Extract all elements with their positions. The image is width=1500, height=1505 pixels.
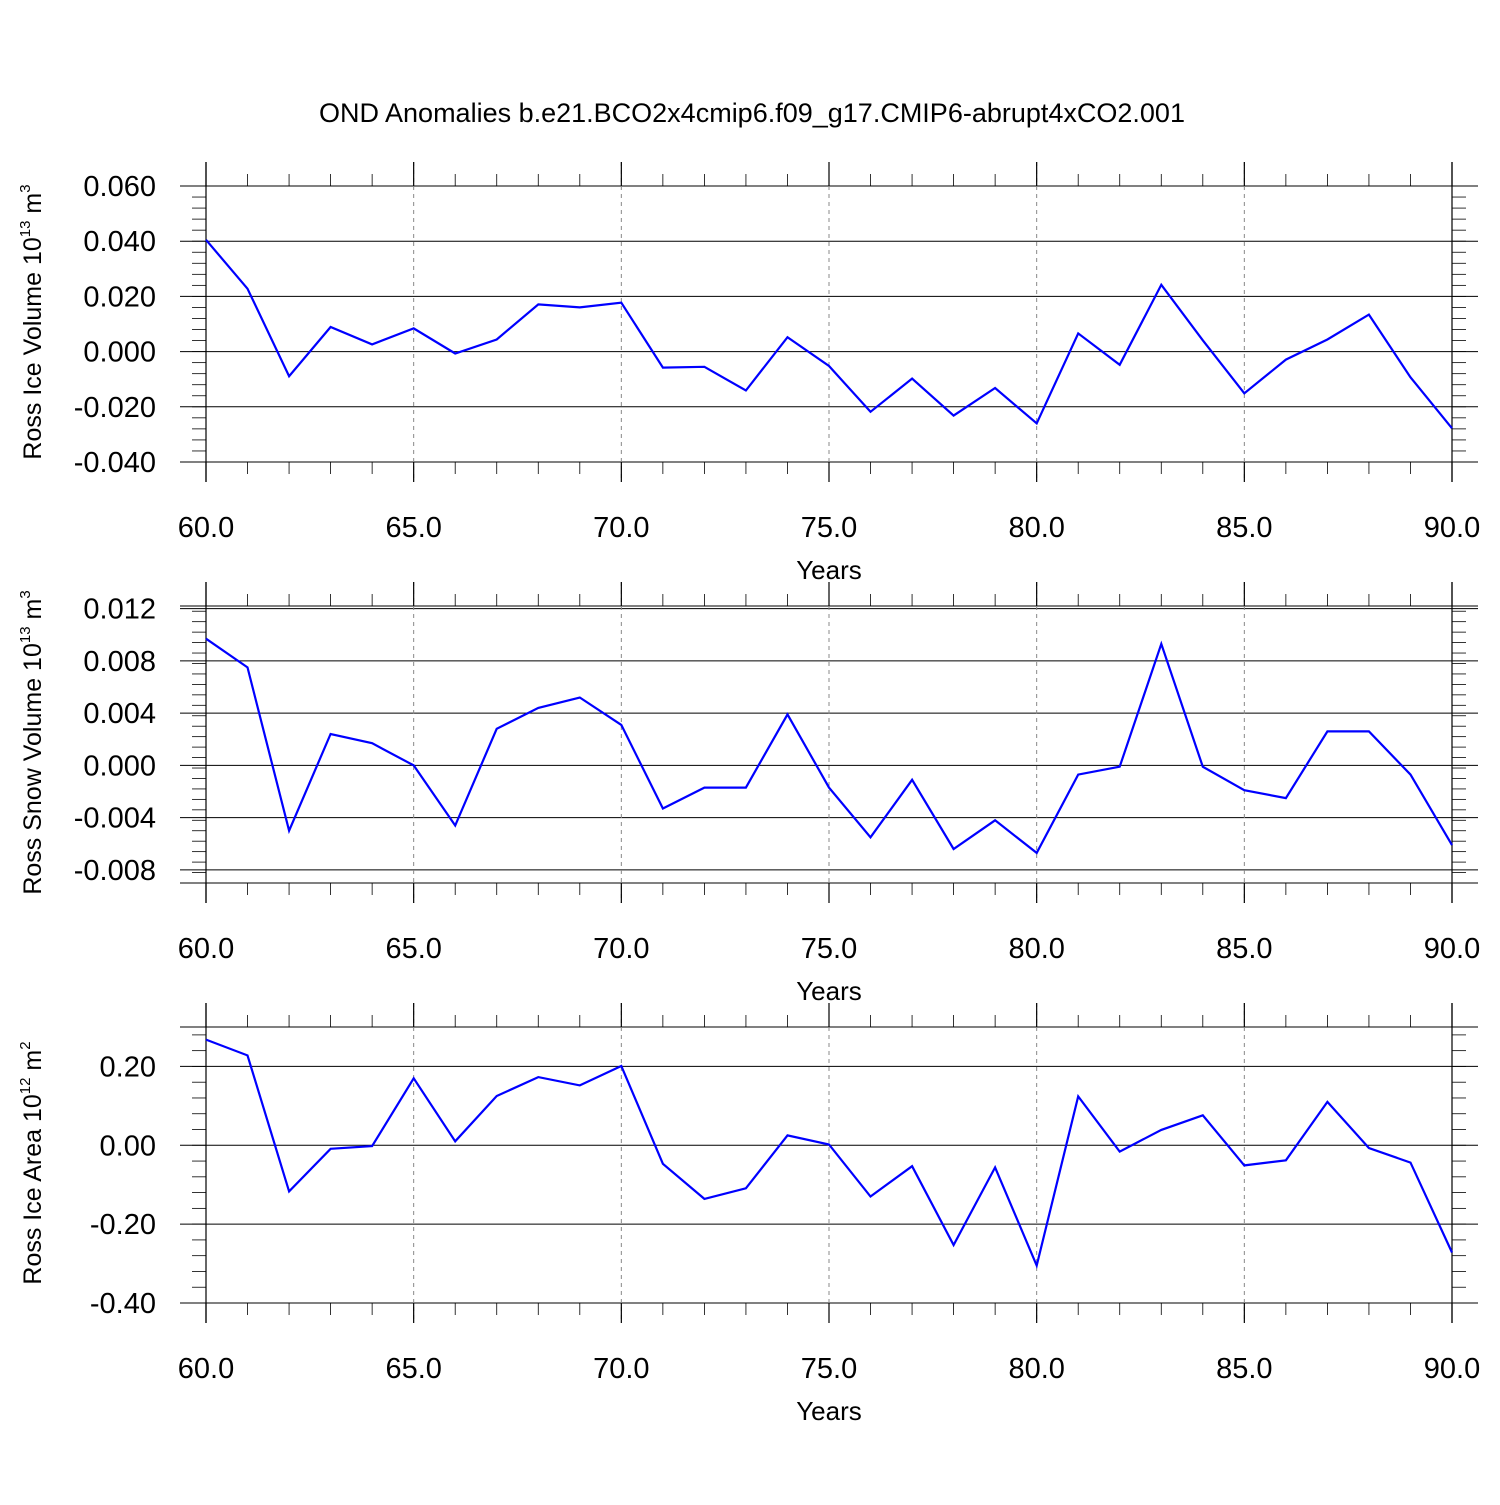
y-tick-label: -0.040 xyxy=(74,447,156,479)
x-tick-label: 60.0 xyxy=(178,512,234,544)
x-tick-label: 75.0 xyxy=(801,1353,857,1385)
x-tick-label: 85.0 xyxy=(1216,933,1272,965)
x-axis-label: Years xyxy=(796,1396,862,1426)
y-tick-label: 0.00 xyxy=(100,1130,156,1162)
x-tick-label: 75.0 xyxy=(801,512,857,544)
y-tick-label: 0.012 xyxy=(83,594,156,626)
x-tick-label: 90.0 xyxy=(1424,512,1480,544)
y-axis-label: Ross Ice Area 1012 m2 xyxy=(17,1041,47,1284)
x-axis-label: Years xyxy=(796,976,862,1006)
x-tick-label: 65.0 xyxy=(385,1353,441,1385)
y-tick-label: 0.008 xyxy=(83,646,156,678)
x-tick-label: 75.0 xyxy=(801,933,857,965)
y-tick-label: -0.40 xyxy=(90,1288,156,1320)
y-tick-label: -0.020 xyxy=(74,392,156,424)
y-tick-label: 0.000 xyxy=(83,337,156,369)
x-tick-label: 65.0 xyxy=(385,512,441,544)
x-tick-label: 90.0 xyxy=(1424,933,1480,965)
x-tick-label: 85.0 xyxy=(1216,512,1272,544)
x-tick-label: 60.0 xyxy=(178,1353,234,1385)
y-tick-label: -0.20 xyxy=(90,1209,156,1241)
x-tick-label: 60.0 xyxy=(178,933,234,965)
chart-panel-3: -0.40 -0.20 0.00 0.20 60.0 65.0 70.0 75.0 80.0 85… xyxy=(17,1003,1480,1426)
x-tick-label: 80.0 xyxy=(1008,1353,1064,1385)
y-tick-label: 0.000 xyxy=(83,750,156,782)
y-axis-label: Ross Ice Volume 1013 m3 xyxy=(17,184,47,459)
y-tick-label: 0.004 xyxy=(83,698,156,730)
series-line xyxy=(205,637,1453,855)
series-line xyxy=(205,239,1453,429)
y-tick-label: 0.20 xyxy=(100,1051,156,1083)
x-tick-label: 80.0 xyxy=(1008,512,1064,544)
x-tick-label: 70.0 xyxy=(593,1353,649,1385)
y-axis-label: Ross Snow Volume 1013 m3 xyxy=(17,590,47,894)
x-tick-label: 90.0 xyxy=(1424,1353,1480,1385)
series-line xyxy=(205,1038,1453,1269)
x-tick-label: 70.0 xyxy=(593,512,649,544)
chart-panel-1: -0.040 -0.020 0.000 0.020 0.040 0.060 60.0 65.0… xyxy=(17,162,1480,585)
x-tick-label: 80.0 xyxy=(1008,933,1064,965)
x-axis-label: Years xyxy=(796,555,862,585)
x-tick-label: 70.0 xyxy=(593,933,649,965)
y-tick-label: 0.040 xyxy=(83,226,156,258)
y-tick-label: 0.060 xyxy=(83,171,156,203)
y-tick-label: -0.004 xyxy=(74,803,156,835)
y-tick-label: -0.008 xyxy=(74,855,156,887)
chart-title: OND Anomalies b.e21.BCO2x4cmip6.f09_g17.… xyxy=(319,98,1185,128)
x-tick-label: 85.0 xyxy=(1216,1353,1272,1385)
y-tick-label: 0.020 xyxy=(83,281,156,313)
x-tick-label: 65.0 xyxy=(385,933,441,965)
chart-panel-2: -0.008 -0.004 0.000 0.004 0.008 0.012 60.0 65.0… xyxy=(17,582,1480,1006)
